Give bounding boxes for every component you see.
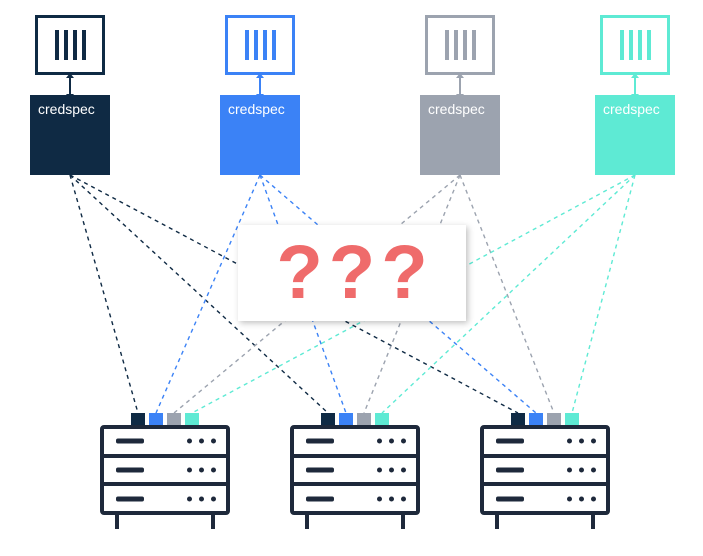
- port-indicator: [529, 413, 543, 425]
- port-indicator: [357, 413, 371, 425]
- server-2: [290, 425, 420, 535]
- container-icon-1: [35, 15, 105, 75]
- port-indicator: [167, 413, 181, 425]
- credspec-label: credspec: [428, 101, 485, 117]
- question-mark-icon: ?: [381, 235, 427, 311]
- credspec-box-4: credspec: [595, 95, 675, 175]
- server-ports: [511, 413, 579, 425]
- port-indicator: [339, 413, 353, 425]
- connector-3: [459, 77, 461, 95]
- port-indicator: [131, 413, 145, 425]
- connector-2: [259, 77, 261, 95]
- server-1: [100, 425, 230, 535]
- server-ports: [321, 413, 389, 425]
- container-icon-2: [225, 15, 295, 75]
- container-icon-4: [600, 15, 670, 75]
- server-3: [480, 425, 610, 535]
- credspec-box-3: credspec: [420, 95, 500, 175]
- question-mark-icon: ?: [276, 235, 322, 311]
- port-indicator: [565, 413, 579, 425]
- server-ports: [131, 413, 199, 425]
- port-indicator: [185, 413, 199, 425]
- connector-4: [634, 77, 636, 95]
- connector-1: [69, 77, 71, 95]
- question-mark-icon: ?: [329, 235, 375, 311]
- credspec-box-2: credspec: [220, 95, 300, 175]
- credspec-box-1: credspec: [30, 95, 110, 175]
- port-indicator: [375, 413, 389, 425]
- credspec-label: credspec: [228, 101, 285, 117]
- port-indicator: [511, 413, 525, 425]
- container-icon-3: [425, 15, 495, 75]
- port-indicator: [547, 413, 561, 425]
- credspec-diagram: credspec credspec credspec credspec ? ? …: [0, 0, 703, 556]
- credspec-label: credspec: [603, 101, 660, 117]
- port-indicator: [149, 413, 163, 425]
- port-indicator: [321, 413, 335, 425]
- credspec-label: credspec: [38, 101, 95, 117]
- question-box: ? ? ?: [238, 225, 466, 321]
